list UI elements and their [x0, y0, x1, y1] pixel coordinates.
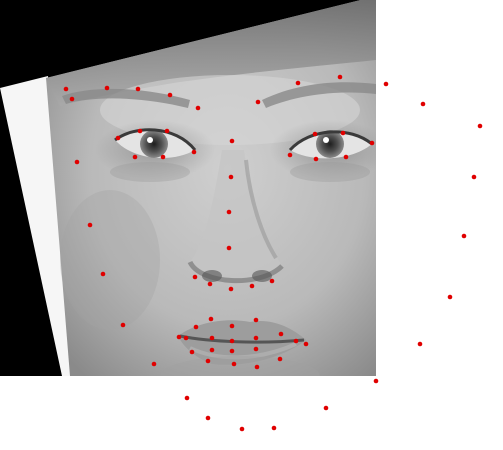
- landmark-point-4: [120, 322, 126, 328]
- landmark-point-63: [253, 335, 259, 341]
- landmark-point-16: [477, 123, 483, 129]
- landmark-point-39: [191, 149, 197, 155]
- landmark-point-34: [249, 283, 255, 289]
- landmark-point-60: [183, 335, 189, 341]
- landmark-point-0: [69, 96, 75, 102]
- landmark-point-64: [293, 338, 299, 344]
- landmark-point-6: [184, 395, 190, 401]
- landmark-point-11: [373, 378, 379, 384]
- landmark-point-31: [192, 274, 198, 280]
- face-photo: [46, 0, 376, 376]
- landmark-point-54: [303, 341, 309, 347]
- landmark-point-30: [226, 245, 232, 251]
- landmark-point-37: [137, 128, 143, 134]
- landmark-point-49: [193, 324, 199, 330]
- landmark-point-26: [420, 101, 426, 107]
- landmark-point-13: [447, 294, 453, 300]
- landmark-point-51: [229, 323, 235, 329]
- landmark-point-15: [471, 174, 477, 180]
- landmark-point-17: [63, 86, 69, 92]
- landmark-point-44: [340, 130, 346, 136]
- photo: [0, 0, 376, 376]
- landmark-point-45: [369, 140, 375, 146]
- landmark-point-9: [271, 425, 277, 431]
- landmark-point-32: [207, 281, 213, 287]
- landmark-point-35: [269, 278, 275, 284]
- landmark-point-65: [253, 346, 259, 352]
- landmark-point-55: [277, 356, 283, 362]
- landmark-point-28: [228, 174, 234, 180]
- landmark-point-50: [208, 316, 214, 322]
- landmark-point-43: [312, 131, 318, 137]
- landmark-point-21: [195, 105, 201, 111]
- landmark-point-10: [323, 405, 329, 411]
- landmark-point-56: [254, 364, 260, 370]
- landmark-point-3: [100, 271, 106, 277]
- landmark-point-48: [176, 334, 182, 340]
- landmark-point-22: [255, 99, 261, 105]
- landmark-point-66: [229, 348, 235, 354]
- landmark-point-59: [189, 349, 195, 355]
- landmark-point-27: [229, 138, 235, 144]
- landmark-point-7: [205, 415, 211, 421]
- landmark-point-20: [167, 92, 173, 98]
- landmark-point-46: [343, 154, 349, 160]
- landmark-point-19: [135, 86, 141, 92]
- landmark-point-18: [104, 85, 110, 91]
- landmark-point-25: [383, 81, 389, 87]
- landmark-point-12: [417, 341, 423, 347]
- landmark-point-42: [287, 152, 293, 158]
- landmark-point-58: [205, 358, 211, 364]
- landmark-point-38: [164, 128, 170, 134]
- landmark-point-33: [228, 286, 234, 292]
- landmark-point-40: [160, 154, 166, 160]
- landmark-point-29: [226, 209, 232, 215]
- landmark-point-47: [313, 156, 319, 162]
- landmark-point-24: [337, 74, 343, 80]
- landmark-point-36: [115, 135, 121, 141]
- landmark-point-52: [253, 317, 259, 323]
- landmark-point-62: [229, 338, 235, 344]
- landmarks-overlay: [63, 74, 483, 432]
- landmark-point-2: [87, 222, 93, 228]
- landmark-point-23: [295, 80, 301, 86]
- landmark-point-53: [278, 331, 284, 337]
- landmark-point-67: [209, 347, 215, 353]
- landmark-point-41: [132, 154, 138, 160]
- landmark-point-5: [151, 361, 157, 367]
- landmark-point-61: [209, 335, 215, 341]
- landmark-point-14: [461, 233, 467, 239]
- landmark-point-1: [74, 159, 80, 165]
- landmark-point-57: [231, 361, 237, 367]
- landmark-point-8: [239, 426, 245, 432]
